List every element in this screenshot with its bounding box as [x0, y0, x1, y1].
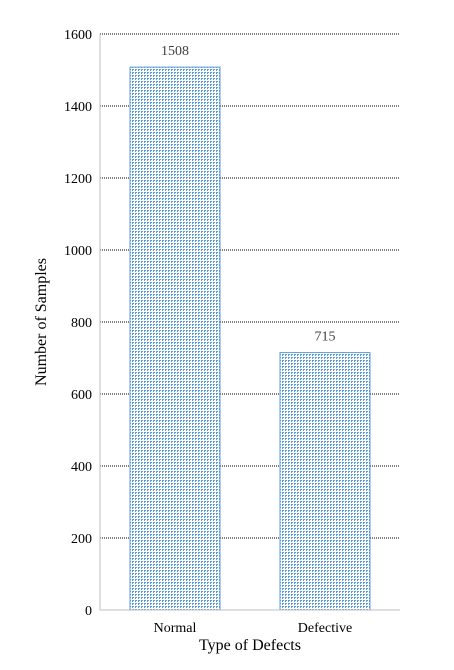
y-tick-label: 1200: [64, 172, 92, 187]
axes: [99, 34, 400, 611]
y-tick-label: 1600: [64, 28, 92, 43]
y-tick-label: 600: [71, 388, 92, 403]
x-axis-title: Type of Defects: [199, 637, 301, 654]
y-tick-label: 0: [85, 604, 92, 619]
y-tick-label: 1400: [64, 100, 92, 115]
x-tick-label-defective: Defective: [298, 621, 352, 636]
bar-defective: [279, 352, 371, 611]
y-tick-label: 800: [71, 316, 92, 331]
x-tick-label-normal: Normal: [154, 621, 197, 636]
data-label-defective: 715: [315, 330, 336, 345]
y-tick-label: 400: [71, 460, 92, 475]
x-tick-labels: Normal Defective: [154, 621, 353, 636]
y-tick-label: 200: [71, 532, 92, 547]
y-axis-title: Number of Samples: [33, 258, 50, 386]
data-label-normal: 1508: [161, 44, 189, 59]
bars: [129, 66, 371, 611]
y-tick-labels: 0 200 400 600 800 1000 1200 1400 1600: [64, 28, 92, 619]
y-tick-label: 1000: [64, 244, 92, 259]
bar-normal: [129, 66, 221, 611]
data-labels: 1508 715: [161, 44, 336, 344]
